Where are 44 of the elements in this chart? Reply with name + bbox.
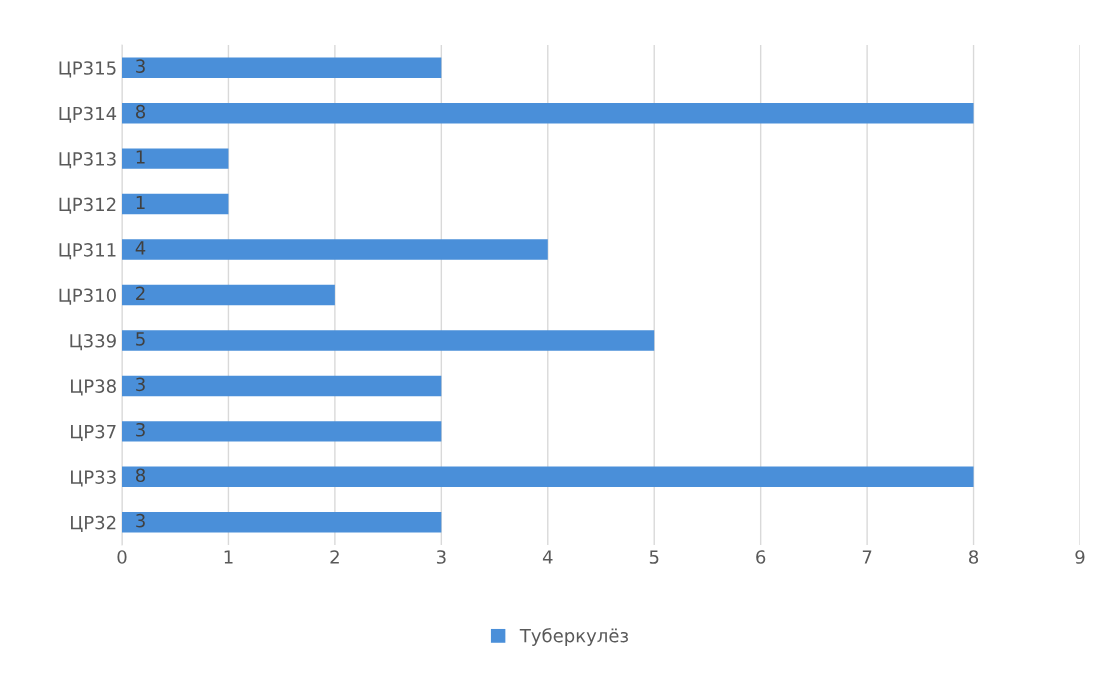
x-tick-label: 4 [542, 550, 553, 564]
y-tick-label: Ц339 [70, 333, 116, 351]
data-label: 3 [136, 377, 145, 392]
bar [122, 102, 974, 124]
data-label: 5 [136, 332, 145, 346]
data-label: 8 [136, 468, 146, 483]
bar [122, 512, 442, 533]
bar [122, 330, 655, 351]
x-tick-label: 7 [862, 550, 872, 564]
x-tick-label: 5 [649, 550, 659, 564]
data-label: 3 [136, 59, 145, 73]
data-label: 1 [136, 195, 145, 210]
data-label: 2 [136, 286, 145, 300]
x-tick-label: 6 [756, 550, 766, 564]
x-tick-label: 8 [969, 550, 979, 564]
data-label: 3 [136, 422, 145, 437]
bar [122, 193, 229, 215]
y-tick-label: ЦР310 [59, 288, 116, 305]
bar [122, 57, 442, 78]
x-tick-label: 0 [117, 550, 127, 564]
y-tick-label: ЦР311 [59, 243, 116, 260]
bar [122, 466, 974, 488]
data-label: 4 [135, 241, 146, 255]
y-tick-label: ЦР313 [59, 152, 116, 169]
y-tick-label: ЦР37 [71, 424, 116, 442]
bar [122, 148, 229, 169]
y-tick-label: ЦР315 [59, 61, 116, 78]
x-tick-label: 9 [1075, 550, 1085, 564]
legend-label: Туберкулёз [519, 628, 628, 646]
bar [122, 239, 548, 260]
y-tick-label: ЦР38 [71, 379, 116, 396]
y-tick-label: ЦР33 [71, 470, 116, 487]
y-tick-label: ЦР32 [71, 515, 116, 532]
x-tick-label: 2 [330, 550, 339, 564]
data-label: 3 [136, 513, 145, 528]
data-label: 8 [136, 104, 146, 119]
data-label: 1 [136, 150, 145, 164]
bar [122, 421, 442, 442]
bar [122, 284, 335, 306]
bar [122, 375, 442, 397]
y-tick-label: ЦР312 [59, 197, 116, 214]
x-tick-label: 1 [224, 550, 233, 564]
x-tick-label: 3 [436, 550, 446, 564]
y-tick-label: ЦР314 [59, 106, 117, 123]
